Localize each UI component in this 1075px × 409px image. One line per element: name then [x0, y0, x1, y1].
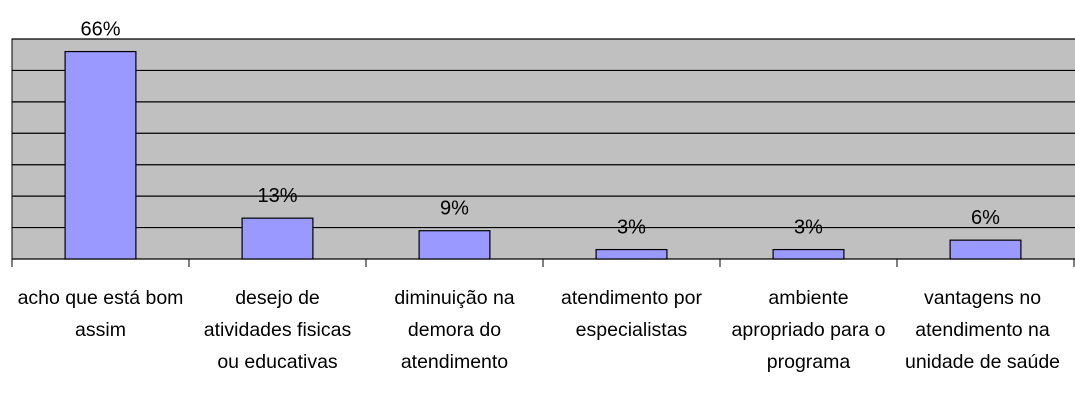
x-tick-label: acho que está bom assim — [17, 287, 184, 341]
x-tick-label: desejo de atividades fisicas ou educativ… — [203, 287, 352, 373]
plot-area — [11, 38, 1075, 260]
x-tick-label: diminuição na demora do atendimento — [394, 287, 515, 373]
bar — [64, 50, 137, 260]
value-label: 6% — [971, 207, 1000, 229]
x-tick-label: ambiente apropriado para o programa — [731, 287, 886, 373]
value-label: 9% — [440, 198, 469, 220]
value-label: 3% — [794, 217, 823, 239]
x-tick-label: vantagens no atendimento na unidade de s… — [904, 287, 1061, 373]
value-label: 13% — [257, 185, 297, 207]
x-tick-label: atendimento por especialistas — [561, 287, 702, 341]
value-label: 66% — [80, 19, 120, 41]
bar — [241, 217, 314, 260]
bar — [595, 248, 668, 260]
value-label: 3% — [617, 217, 646, 239]
bar — [418, 230, 491, 260]
bar — [772, 248, 845, 260]
bar — [949, 239, 1022, 260]
